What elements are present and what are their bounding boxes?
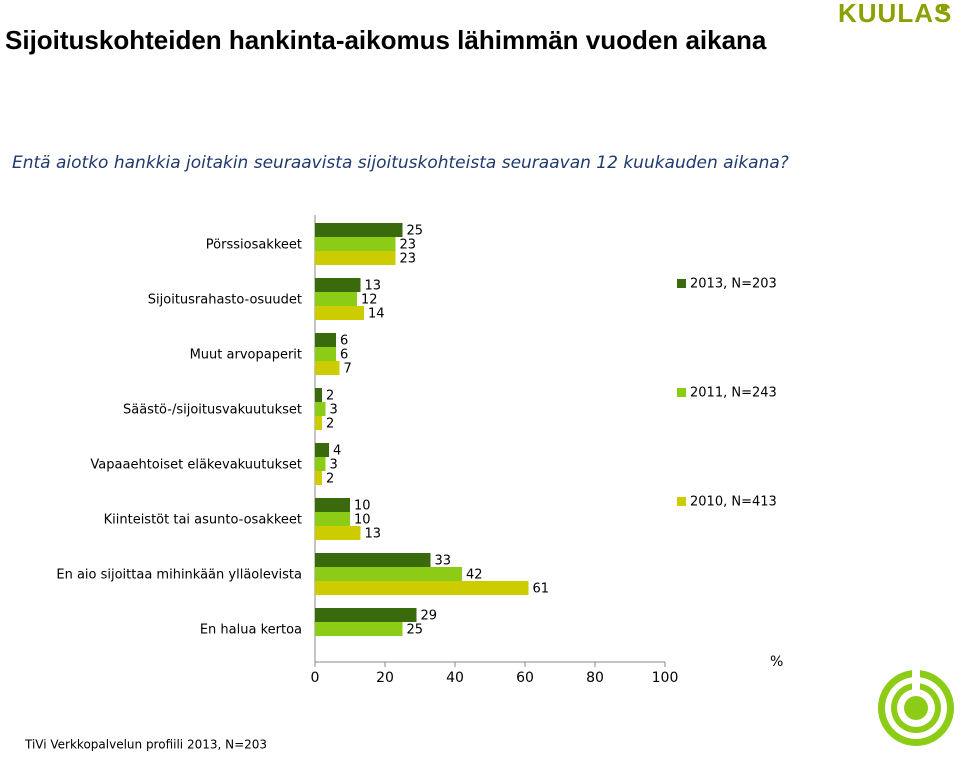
bar	[315, 526, 361, 540]
bar	[315, 278, 361, 292]
bar	[315, 347, 336, 361]
bar	[315, 553, 431, 567]
value-label: 25	[407, 224, 424, 239]
bar	[315, 388, 322, 402]
logo-text: KUULAS	[838, 0, 952, 28]
bar	[315, 306, 364, 320]
bar	[315, 223, 403, 237]
value-label: 6	[340, 334, 348, 349]
value-label: 23	[400, 252, 417, 267]
y-tick-label: Pörssiosakkeet	[206, 238, 302, 253]
value-label: 4	[333, 444, 341, 459]
value-label: 3	[330, 403, 338, 418]
bar	[315, 457, 326, 471]
legend-label: 2013, N=203	[690, 277, 777, 292]
value-label: 12	[361, 293, 378, 308]
bar	[315, 608, 417, 622]
legend-label: 2010, N=413	[690, 495, 777, 510]
value-label: 2	[326, 417, 334, 432]
value-label: 6	[340, 348, 348, 363]
x-axis-label: %	[770, 654, 783, 670]
value-label: 13	[365, 279, 382, 294]
value-label: 2	[326, 389, 334, 404]
bar	[315, 402, 326, 416]
bar	[315, 416, 322, 430]
y-tick-label: Sijoitusrahasto-osuudet	[148, 293, 302, 308]
legend-swatch	[677, 497, 686, 506]
corner-logo	[878, 668, 954, 746]
value-label: 10	[354, 513, 371, 528]
bar	[315, 581, 529, 595]
y-tick-label: Säästö-/sijoitusvakuutukset	[123, 403, 302, 418]
bar	[315, 498, 350, 512]
bar	[315, 333, 336, 347]
value-label: 25	[407, 623, 424, 638]
value-label: 3	[330, 458, 338, 473]
y-tick-label: En halua kertoa	[200, 623, 302, 638]
x-tick-label: 80	[586, 670, 604, 686]
x-tick-label: 40	[446, 670, 464, 686]
value-label: 10	[354, 499, 371, 514]
x-tick-label: 0	[311, 670, 320, 686]
y-tick-label: Kiinteistöt tai asunto-osakkeet	[104, 513, 302, 528]
bar	[315, 443, 329, 457]
bar	[315, 622, 403, 636]
chart-subtitle: Entä aiotko hankkia joitakin seuraavista…	[12, 153, 789, 173]
value-label: 7	[344, 362, 352, 377]
bar	[315, 567, 462, 581]
value-label: 33	[435, 554, 452, 569]
legend-label: 2011, N=243	[690, 386, 777, 401]
bar	[315, 292, 357, 306]
bar	[315, 251, 396, 265]
value-label: 13	[365, 527, 382, 542]
chart-title: Sijoituskohteiden hankinta-aikomus lähim…	[5, 25, 767, 55]
bar	[315, 237, 396, 251]
value-label: 29	[421, 609, 438, 624]
value-label: 61	[533, 582, 550, 597]
logo-dot	[941, 5, 947, 11]
value-label: 42	[466, 568, 483, 583]
footer: TiVi Verkkopalvelun profiili 2013, N=203	[24, 738, 267, 752]
y-tick-label: En aio sijoittaa mihinkään ylläolevista	[56, 568, 302, 583]
y-tick-label: Vapaaehtoiset eläkevakuutukset	[90, 458, 302, 473]
x-tick-label: 60	[516, 670, 534, 686]
value-label: 2	[326, 472, 334, 487]
y-tick-label: Muut arvopaperit	[190, 348, 302, 363]
legend-swatch	[677, 279, 686, 288]
legend-swatch	[677, 388, 686, 397]
value-label: 14	[368, 307, 385, 322]
bar	[315, 512, 350, 526]
value-label: 23	[400, 238, 417, 253]
bar	[315, 471, 322, 485]
x-tick-label: 100	[652, 670, 679, 686]
bar	[315, 361, 340, 375]
x-tick-label: 20	[376, 670, 394, 686]
